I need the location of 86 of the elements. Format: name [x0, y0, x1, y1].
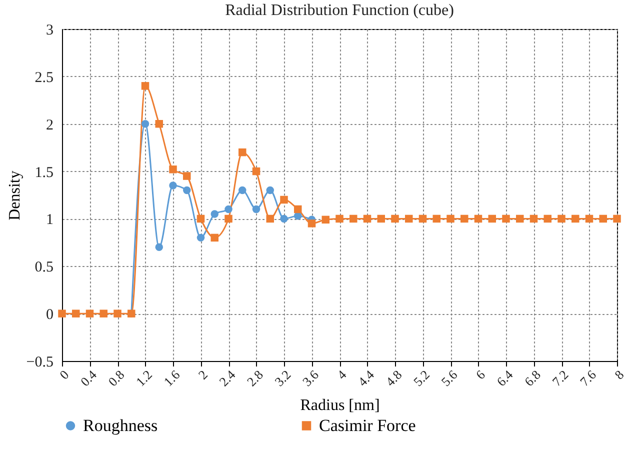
point — [252, 167, 260, 176]
point — [238, 186, 246, 194]
point — [280, 196, 288, 204]
y-tick-label: 0 — [46, 307, 54, 324]
x-tick-label: 8 — [611, 367, 627, 382]
point — [224, 205, 232, 214]
point — [196, 214, 205, 223]
point — [266, 214, 274, 223]
point — [544, 214, 552, 223]
y-tick-label: 2 — [46, 117, 54, 134]
point — [238, 148, 246, 156]
point — [183, 186, 191, 194]
point — [210, 234, 218, 242]
point — [169, 182, 177, 190]
point — [363, 214, 372, 223]
point — [294, 212, 302, 220]
point — [141, 120, 150, 128]
point — [377, 214, 385, 223]
point — [446, 214, 454, 223]
point — [350, 214, 358, 223]
x-tick-label: 6.4 — [494, 366, 516, 390]
point — [418, 214, 427, 223]
point — [530, 214, 538, 223]
point — [252, 205, 260, 214]
point — [72, 310, 80, 318]
x-tick-label: 7.2 — [549, 367, 572, 390]
point — [558, 214, 566, 223]
y-tick-label: 2.5 — [34, 70, 54, 86]
point — [572, 214, 580, 223]
legend-label: Casimir Force — [319, 416, 416, 435]
x-tick-label: 0.4 — [77, 366, 100, 390]
point — [86, 310, 94, 318]
x-tick-label: 3.6 — [299, 366, 322, 390]
x-tick-label: 0.8 — [105, 367, 128, 390]
point — [599, 214, 607, 223]
y-tick-label: 1 — [46, 212, 54, 228]
legend-label: Roughness — [83, 416, 158, 435]
x-tick-label: 1.2 — [132, 367, 155, 390]
point — [488, 214, 496, 223]
y-axis-title: Density — [6, 170, 24, 220]
point — [196, 234, 205, 242]
x-tick-label: 0 — [56, 367, 72, 382]
point — [460, 214, 468, 223]
x-tick-label: 1.6 — [160, 366, 184, 390]
chart-title: Radial Distribution Function (cube) — [225, 2, 454, 19]
point — [322, 216, 330, 224]
point — [100, 310, 108, 318]
point — [613, 214, 621, 223]
y-tick-label: 0.5 — [34, 260, 54, 276]
point — [169, 166, 177, 174]
point — [585, 214, 594, 223]
point — [210, 210, 218, 218]
point — [280, 214, 288, 223]
x-tick-label: 2.4 — [216, 366, 239, 390]
x-tick-label: 5.6 — [438, 366, 461, 390]
point — [155, 120, 163, 128]
point — [336, 214, 344, 223]
x-tick-label: 3.2 — [272, 367, 294, 390]
point — [141, 82, 150, 90]
point — [405, 214, 413, 223]
point — [516, 214, 524, 223]
x-tick-label: 4.8 — [382, 367, 405, 390]
point — [502, 214, 510, 223]
point — [114, 310, 122, 318]
x-tick-label: 4 — [334, 366, 350, 382]
point — [266, 186, 274, 194]
point — [155, 243, 163, 252]
x-tick-label: 7.6 — [576, 366, 600, 390]
y-tick-label: 3 — [46, 22, 54, 38]
x-tick-label: 2.8 — [244, 367, 266, 390]
point — [474, 214, 482, 223]
point — [183, 172, 191, 180]
y-tick-label: 1.5 — [34, 164, 54, 181]
x-tick-label: 6 — [472, 366, 488, 382]
x-tick-label: 5.2 — [410, 367, 432, 390]
x-tick-label: 4.4 — [354, 366, 378, 390]
x-tick-label: 2 — [195, 367, 210, 382]
point — [294, 205, 302, 214]
y-tick-label: −0.5 — [26, 354, 54, 370]
point — [391, 214, 399, 223]
point — [432, 214, 440, 223]
point — [58, 310, 66, 318]
point — [308, 220, 316, 228]
point — [224, 214, 232, 223]
x-tick-label: 6.8 — [521, 367, 544, 390]
x-axis-title: Radius [nm] — [300, 397, 380, 414]
